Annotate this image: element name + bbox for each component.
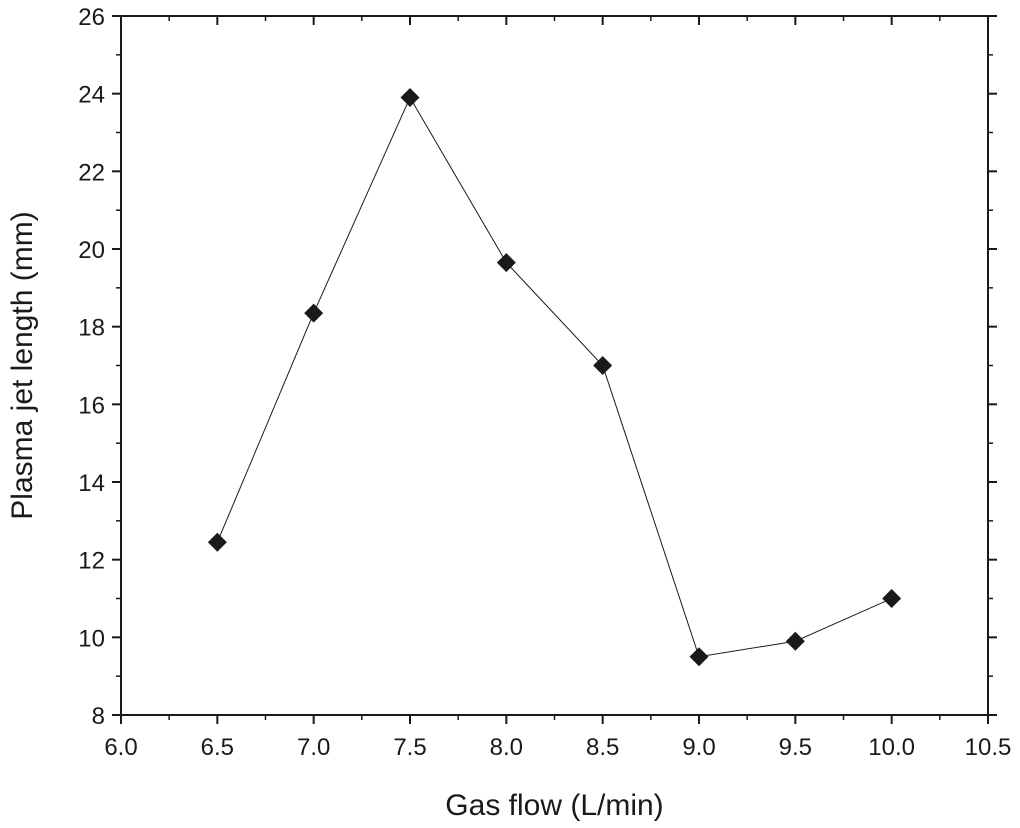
x-tick-label: 10.5 (965, 734, 1012, 761)
x-tick-label: 7.5 (393, 734, 426, 761)
y-axis-ticks: 8 10 12 14 16 18 20 22 24 26 (78, 4, 997, 730)
x-tick-label: 6.5 (201, 734, 234, 761)
diamond-marker (882, 589, 902, 608)
y-tick-label: 16 (78, 392, 105, 419)
data-series (207, 88, 902, 667)
y-axis-title: Plasma jet length (mm) (6, 211, 39, 519)
plot-frame (120, 15, 989, 716)
y-tick-label: 22 (78, 159, 105, 186)
diamond-marker (304, 303, 324, 323)
x-tick-label: 7.0 (297, 734, 330, 761)
y-tick-label: 24 (78, 82, 105, 109)
x-tick-label: 10.0 (868, 734, 915, 761)
y-tick-label: 20 (78, 237, 105, 264)
diamond-marker (689, 647, 709, 667)
x-tick-label: 8.0 (490, 734, 523, 761)
diamond-marker (496, 253, 516, 273)
x-tick-label: 8.5 (586, 734, 619, 761)
x-tick-label: 9.5 (779, 734, 812, 761)
diamond-marker (593, 356, 613, 375)
y-tick-label: 8 (92, 703, 105, 730)
y-tick-label: 12 (78, 548, 105, 575)
y-tick-label: 18 (78, 315, 105, 342)
x-axis-title: Gas flow (L/min) (445, 789, 663, 822)
series-line (216, 96, 892, 658)
diamond-marker (785, 631, 805, 651)
x-tick-label: 6.0 (104, 734, 137, 761)
x-tick-label: 9.0 (682, 734, 715, 761)
y-tick-label: 26 (78, 4, 105, 31)
y-tick-label: 10 (78, 625, 105, 652)
x-axis-ticks: 6.0 6.5 7.0 7.5 8.0 8.5 9.0 9.5 10.0 10.5 (104, 16, 1011, 761)
y-tick-label: 14 (78, 470, 105, 497)
diamond-marker (400, 88, 420, 108)
diamond-marker (207, 532, 227, 552)
